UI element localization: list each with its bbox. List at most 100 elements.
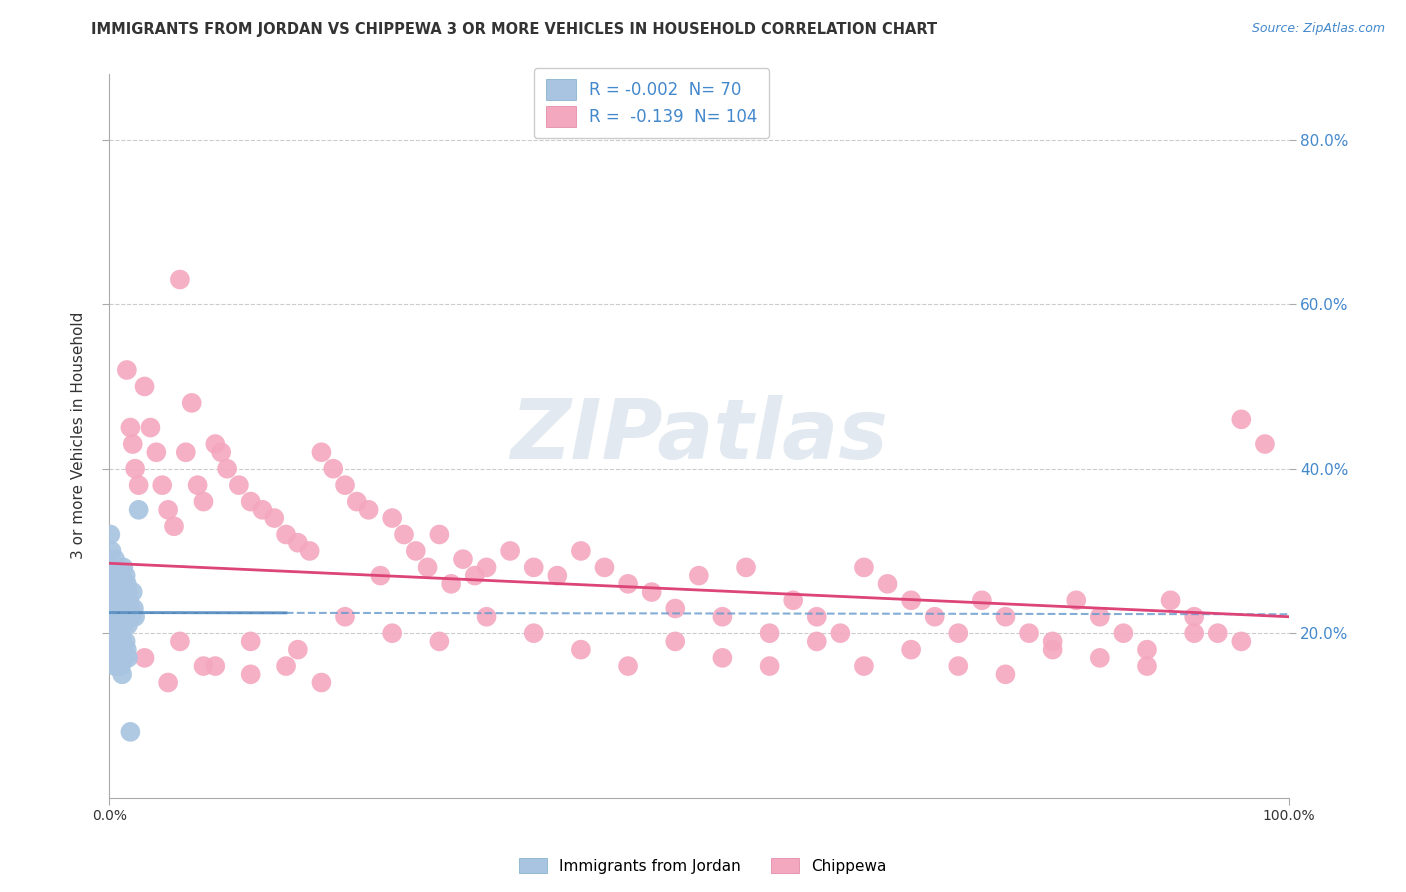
Point [381,626,404,640]
Point [101,568,124,582]
Point [228,478,250,492]
Point [287,642,309,657]
Point [134,651,156,665]
Point [121,437,143,451]
Point [1182,626,1205,640]
Point [1088,651,1111,665]
Point [111,667,134,681]
Point [110,593,132,607]
Point [104,634,127,648]
Point [128,478,150,492]
Point [103,585,125,599]
Point [107,626,129,640]
Point [1018,626,1040,640]
Point [311,445,333,459]
Point [103,642,125,657]
Point [1160,593,1182,607]
Point [569,544,592,558]
Point [900,642,922,657]
Point [735,560,758,574]
Point [1064,593,1087,607]
Point [440,577,463,591]
Point [107,659,129,673]
Point [193,494,215,508]
Point [157,503,180,517]
Point [1230,634,1253,648]
Point [108,609,131,624]
Point [128,503,150,517]
Point [239,634,262,648]
Point [852,659,875,673]
Point [114,585,136,599]
Point [120,420,142,434]
Point [110,618,132,632]
Point [124,461,146,475]
Point [392,527,415,541]
Point [1112,626,1135,640]
Point [115,363,138,377]
Point [523,560,546,574]
Point [105,585,128,599]
Point [111,634,134,648]
Point [311,675,333,690]
Point [711,609,734,624]
Point [104,552,127,566]
Point [115,642,138,657]
Point [98,527,121,541]
Point [1088,609,1111,624]
Point [333,478,356,492]
Text: Source: ZipAtlas.com: Source: ZipAtlas.com [1251,22,1385,36]
Point [830,626,852,640]
Point [758,659,780,673]
Point [114,601,136,615]
Point [274,527,297,541]
Point [101,642,124,657]
Point [1206,626,1229,640]
Point [105,618,128,632]
Point [114,568,136,582]
Point [180,396,202,410]
Point [103,609,125,624]
Point [111,577,134,591]
Point [98,560,121,574]
Point [112,560,135,574]
Point [274,659,297,673]
Point [145,445,167,459]
Point [117,585,139,599]
Point [948,626,970,640]
Point [101,618,124,632]
Point [105,618,128,632]
Point [124,609,146,624]
Point [782,593,804,607]
Point [204,659,226,673]
Point [546,568,568,582]
Point [1042,642,1064,657]
Point [120,601,142,615]
Y-axis label: 3 or more Vehicles in Household: 3 or more Vehicles in Household [72,312,86,559]
Point [174,445,197,459]
Point [122,601,145,615]
Point [464,568,486,582]
Point [107,642,129,657]
Point [523,626,546,640]
Point [263,511,285,525]
Point [688,568,710,582]
Point [416,560,439,574]
Point [112,609,135,624]
Point [108,642,131,657]
Point [121,585,143,599]
Point [806,634,828,648]
Point [107,609,129,624]
Point [333,609,356,624]
Point [117,651,139,665]
Point [105,642,128,657]
Point [114,618,136,632]
Point [98,626,121,640]
Point [852,560,875,574]
Point [121,609,143,624]
Point [169,634,191,648]
Point [107,568,129,582]
Legend: R = -0.002  N= 70, R =  -0.139  N= 104: R = -0.002 N= 70, R = -0.139 N= 104 [534,68,769,138]
Point [134,379,156,393]
Point [346,494,368,508]
